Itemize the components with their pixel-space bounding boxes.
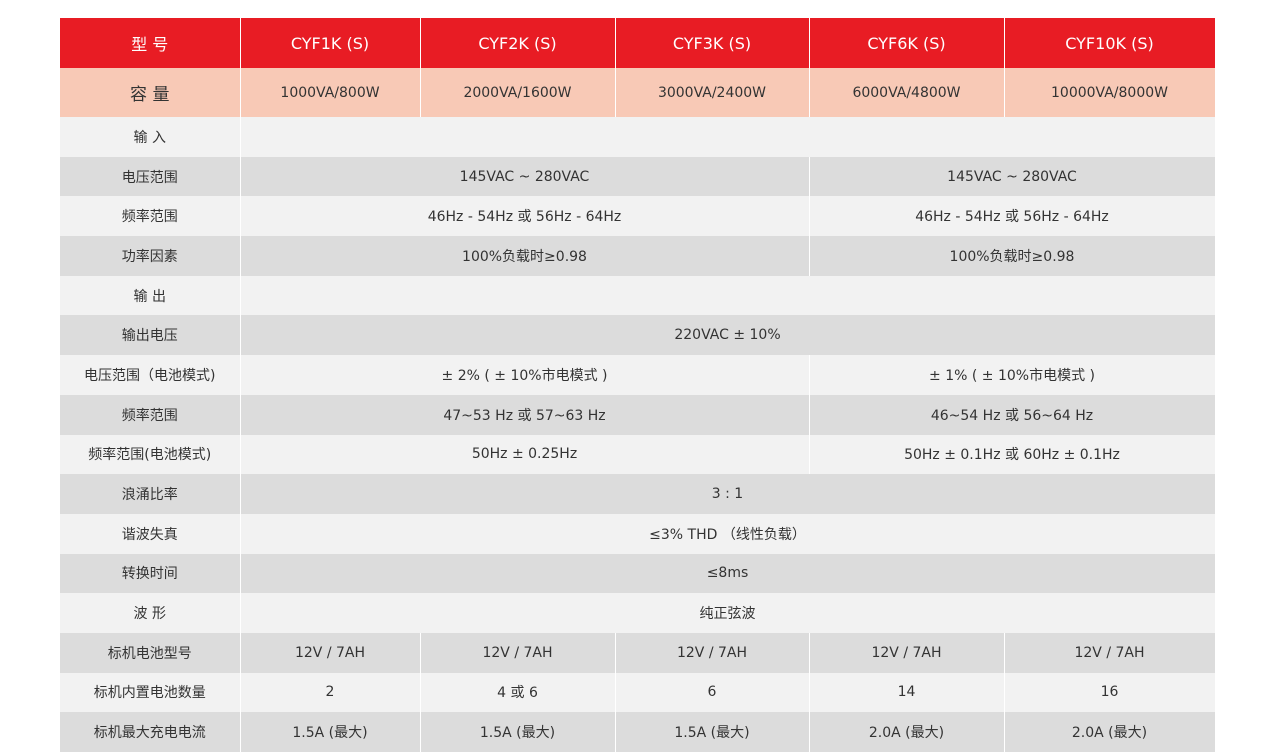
value-cell: 14 — [808, 672, 1005, 713]
table-row: 频率范围(电池模式) 50Hz ± 0.25Hz 50Hz ± 0.1Hz 或 60… — [60, 434, 1216, 475]
capacity-row: 容 量 1000VA/800W 2000VA/1600W 3000VA/2400… — [60, 68, 1216, 117]
header-label: 型 号 — [60, 18, 241, 68]
value-cell: ≤3% THD （线性负载） — [239, 513, 1216, 554]
value-cell: 46Hz - 54Hz 或 56Hz - 64Hz — [808, 196, 1216, 237]
value-cell: 12V / 7AH — [1003, 632, 1216, 673]
row-label: 标机内置电池数量 — [60, 672, 241, 713]
row-label: 输出电压 — [60, 315, 241, 356]
table-row: 波 形纯正弦波 — [60, 593, 1216, 633]
row-label: 转换时间 — [60, 553, 241, 594]
value-cell: 100%负载时≥0.98 — [808, 236, 1216, 276]
table-row: 标机最大充电电流 1.5A (最大) 1.5A (最大) 1.5A (最大) 2.0A … — [60, 712, 1216, 752]
table-row: 标机电池型号 12V / 7AH 12V / 7AH 12V / 7AH 12V / 7… — [60, 632, 1216, 673]
model-cell: CYF2K (S) — [419, 18, 616, 68]
model-cell: CYF6K (S) — [808, 18, 1005, 68]
capacity-cell: 1000VA/800W — [239, 68, 421, 117]
row-label: 输 入 — [60, 117, 241, 157]
table-row: 标机内置电池数量 2 4 或 6 6 14 16 — [60, 672, 1216, 713]
value-cell: 50Hz ± 0.25Hz — [239, 434, 810, 475]
table-row: 电压范围（电池模式) ± 2% ( ± 10%市电模式 ) ± 1% ( ± 10%… — [60, 355, 1216, 395]
value-cell: 12V / 7AH — [614, 632, 810, 673]
value-cell: 12V / 7AH — [808, 632, 1005, 673]
row-label: 频率范围(电池模式) — [60, 434, 241, 475]
table-row: 频率范围 47~53 Hz 或 57~63 Hz 46~54 Hz 或 56~64 … — [60, 394, 1216, 435]
table-row: 输 出 — [60, 275, 1216, 316]
table-row: 功率因素 100%负载时≥0.98 100%负载时≥0.98 — [60, 236, 1216, 276]
value-cell: 12V / 7AH — [239, 632, 421, 673]
value-cell: 12V / 7AH — [419, 632, 616, 673]
row-label: 标机最大充电电流 — [60, 712, 241, 752]
table-row: 频率范围 46Hz - 54Hz 或 56Hz - 64Hz 46Hz - 54Hz… — [60, 196, 1216, 237]
table-row: 浪涌比率 3 : 1 — [60, 474, 1216, 514]
value-cell: 1.5A (最大) — [614, 712, 810, 752]
value-cell: 6 — [614, 672, 810, 713]
value-cell: 46Hz - 54Hz 或 56Hz - 64Hz — [239, 196, 810, 237]
capacity-label: 容 量 — [60, 68, 241, 117]
value-cell: 纯正弦波 — [239, 593, 1216, 633]
row-label: 频率范围 — [60, 394, 241, 435]
table-row: 电压范围 145VAC ~ 280VAC 145VAC ~ 280VAC — [60, 156, 1216, 197]
table-row: 转换时间 ≤8ms — [60, 553, 1216, 594]
capacity-cell: 6000VA/4800W — [808, 68, 1005, 117]
value-cell: ≤8ms — [239, 553, 1216, 594]
model-cell: CYF3K (S) — [614, 18, 810, 68]
value-cell — [239, 117, 1216, 157]
capacity-cell: 3000VA/2400W — [614, 68, 810, 117]
value-cell: 47~53 Hz 或 57~63 Hz — [239, 394, 810, 435]
spec-table: 型 号 CYF1K (S) CYF2K (S) CYF3K (S) CYF6K … — [60, 18, 1216, 752]
table-row: 输 入 — [60, 117, 1216, 157]
row-label: 输 出 — [60, 275, 241, 316]
row-label: 频率范围 — [60, 196, 241, 237]
value-cell: 50Hz ± 0.1Hz 或 60Hz ± 0.1Hz — [808, 434, 1216, 475]
row-label: 浪涌比率 — [60, 474, 241, 514]
value-cell: 145VAC ~ 280VAC — [239, 156, 810, 197]
row-label: 电压范围（电池模式) — [60, 355, 241, 395]
value-cell: ± 2% ( ± 10%市电模式 ) — [239, 355, 810, 395]
header-row: 型 号 CYF1K (S) CYF2K (S) CYF3K (S) CYF6K … — [60, 18, 1216, 68]
model-cell: CYF1K (S) — [239, 18, 421, 68]
value-cell: 46~54 Hz 或 56~64 Hz — [808, 394, 1216, 435]
value-cell: 145VAC ~ 280VAC — [808, 156, 1216, 197]
value-cell — [239, 275, 1216, 316]
row-label: 谐波失真 — [60, 513, 241, 554]
row-label: 功率因素 — [60, 236, 241, 276]
model-cell: CYF10K (S) — [1003, 18, 1216, 68]
value-cell: 1.5A (最大) — [239, 712, 421, 752]
table-row: 输出电压 220VAC ± 10% — [60, 315, 1216, 356]
value-cell: 3 : 1 — [239, 474, 1216, 514]
value-cell: ± 1% ( ± 10%市电模式 ) — [808, 355, 1216, 395]
row-label: 标机电池型号 — [60, 632, 241, 673]
table-row: 谐波失真 ≤3% THD （线性负载） — [60, 513, 1216, 554]
value-cell: 2.0A (最大) — [1003, 712, 1216, 752]
value-cell: 2 — [239, 672, 421, 713]
value-cell: 2.0A (最大) — [808, 712, 1005, 752]
row-label: 电压范围 — [60, 156, 241, 197]
value-cell: 220VAC ± 10% — [239, 315, 1216, 356]
capacity-cell: 10000VA/8000W — [1003, 68, 1216, 117]
value-cell: 100%负载时≥0.98 — [239, 236, 810, 276]
value-cell: 4 或 6 — [419, 672, 616, 713]
value-cell: 16 — [1003, 672, 1216, 713]
capacity-cell: 2000VA/1600W — [419, 68, 616, 117]
row-label: 波 形 — [60, 593, 241, 633]
value-cell: 1.5A (最大) — [419, 712, 616, 752]
